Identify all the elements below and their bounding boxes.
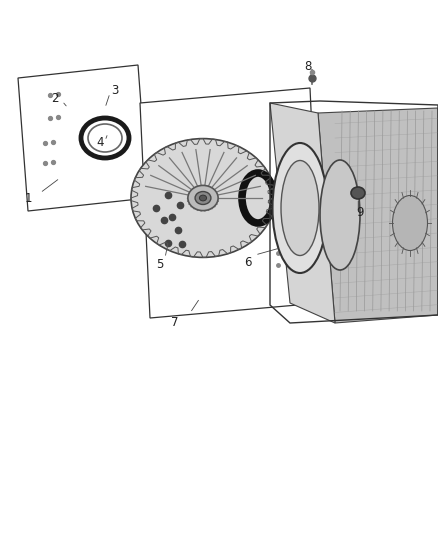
Text: 8: 8 <box>304 60 312 72</box>
Text: 1: 1 <box>24 191 32 205</box>
Ellipse shape <box>199 195 207 201</box>
Ellipse shape <box>281 160 319 255</box>
Polygon shape <box>270 103 335 323</box>
Ellipse shape <box>351 187 365 199</box>
Text: 9: 9 <box>356 206 364 220</box>
Ellipse shape <box>188 185 218 211</box>
Text: 2: 2 <box>51 92 59 104</box>
Ellipse shape <box>272 143 328 273</box>
Polygon shape <box>318 108 438 323</box>
Text: 4: 4 <box>96 136 104 149</box>
Polygon shape <box>18 65 148 211</box>
Text: 3: 3 <box>111 84 119 96</box>
Text: 7: 7 <box>171 317 179 329</box>
Ellipse shape <box>274 176 302 220</box>
Polygon shape <box>140 88 320 318</box>
Ellipse shape <box>320 160 360 270</box>
Ellipse shape <box>195 191 211 205</box>
Ellipse shape <box>281 187 295 209</box>
Ellipse shape <box>392 196 427 251</box>
Text: 6: 6 <box>244 256 252 270</box>
Text: 5: 5 <box>156 259 164 271</box>
Ellipse shape <box>131 139 275 257</box>
